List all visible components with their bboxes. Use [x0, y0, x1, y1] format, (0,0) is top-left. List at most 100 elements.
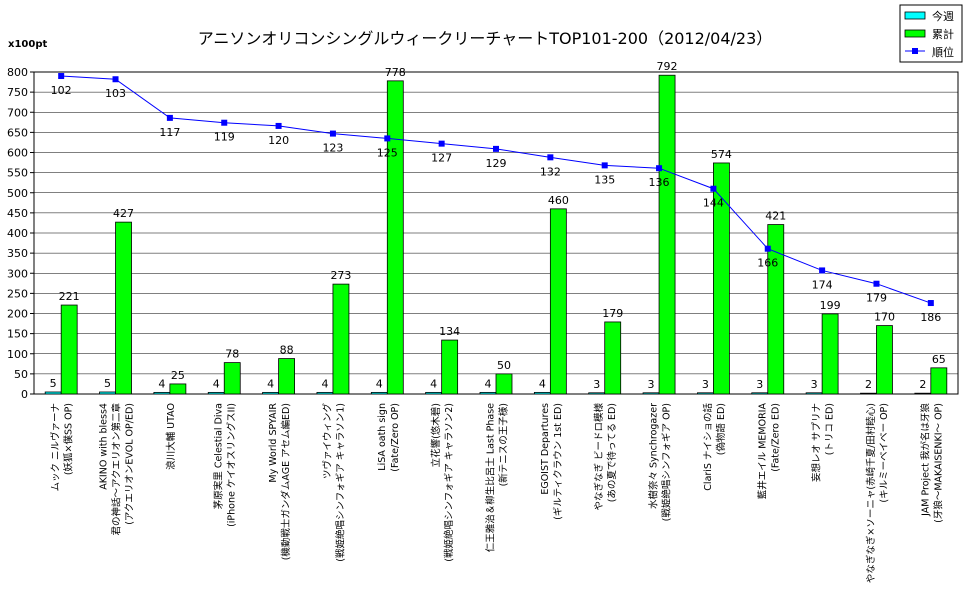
- rank-label: 117: [159, 126, 180, 139]
- x-tick-label: ムック ニルヴァーナ: [50, 403, 62, 492]
- bar-weekly: [860, 392, 877, 395]
- data-label-cumulative: 170: [874, 311, 895, 324]
- bar-cumulative: [549, 208, 567, 395]
- bar-weekly: [316, 391, 334, 395]
- data-label-cumulative: 134: [439, 325, 460, 338]
- bar-weekly: [914, 392, 932, 395]
- x-tick-label: (Fate/Zero OP): [390, 403, 401, 472]
- x-tick-label: (トリコ ED): [825, 403, 836, 455]
- y-tick-label: 250: [7, 287, 28, 300]
- data-label-cumulative: 50: [497, 359, 511, 372]
- y-axis-label: x100pt: [8, 39, 47, 50]
- bar-cumulative: [60, 304, 78, 395]
- x-tick-label: (戦姫絶唱シンフォギア キャラソン2): [443, 403, 455, 562]
- rank-marker: [493, 145, 499, 152]
- rank-marker: [601, 162, 608, 169]
- x-tick-label: (機動戦士ガンダムAGE アセム編ED): [280, 403, 292, 560]
- bar-cumulative: [115, 221, 132, 395]
- bar-cumulative: [604, 321, 622, 395]
- bar-cumulative: [658, 74, 676, 395]
- data-label-cumulative: 25: [171, 369, 185, 382]
- x-tick-label: (あの夏で待ってる ED): [606, 403, 618, 502]
- rank-marker: [710, 185, 717, 192]
- bar-cumulative: [278, 358, 295, 395]
- x-tick-label: EGOIST Departures: [540, 403, 551, 495]
- rank-label: 120: [268, 134, 289, 147]
- legend: 今週 累計 順位: [899, 4, 963, 63]
- bar-weekly: [370, 391, 388, 395]
- data-label-cumulative: 574: [711, 148, 732, 161]
- data-label-weekly: 2: [865, 378, 872, 391]
- bar-weekly: [207, 391, 225, 395]
- bar-cumulative: [821, 313, 839, 395]
- legend-swatch-weekly: [904, 11, 926, 20]
- x-axis-labels: ムック ニルヴァーナ (妖狐×僕SS OP) AKINO with bless4 君の…: [50, 403, 945, 584]
- x-tick-label: 浪川大輔 UTAO: [165, 403, 177, 470]
- rank-label: 123: [322, 142, 343, 155]
- y-tick-label: 550: [7, 167, 28, 180]
- x-tick-label: (戦姫絶唱シンフォギア OP): [661, 403, 673, 521]
- rank-label: 129: [486, 157, 507, 170]
- rank-marker: [764, 245, 771, 252]
- bar-cumulative: [767, 224, 785, 395]
- bar-weekly: [44, 391, 62, 395]
- y-tick-label: 600: [7, 147, 28, 160]
- x-tick-label: 立花響(悠木碧): [430, 403, 442, 467]
- x-tick-label: (iPhone ケイオスリングスII): [226, 403, 238, 527]
- rank-marker: [873, 280, 880, 287]
- x-tick-label: (新テニスの王子様): [498, 403, 510, 486]
- y-tick-label: 650: [7, 126, 28, 139]
- data-label-cumulative: 792: [657, 60, 678, 73]
- rank-marker: [547, 154, 554, 161]
- y-tick-label: 50: [14, 368, 28, 381]
- rank-marker: [927, 300, 934, 307]
- bar-weekly: [642, 392, 660, 395]
- x-tick-label: やなぎなぎ ビードロ模様: [593, 403, 605, 511]
- data-label-weekly: 5: [104, 377, 111, 390]
- rank-marker: [438, 140, 445, 147]
- x-tick-label: (Fate/Zero ED): [770, 403, 781, 472]
- rank-marker: [166, 114, 173, 121]
- x-tick-label: やなぎなぎ×ソーニャ(赤崎千夏/田村睦心): [865, 403, 877, 583]
- rank-label: 136: [649, 176, 670, 189]
- data-label-weekly: 2: [919, 378, 926, 391]
- data-label-cumulative: 427: [113, 207, 134, 220]
- bar-cumulative: [713, 162, 730, 395]
- data-label-weekly: 5: [50, 377, 57, 390]
- bar-cumulative: [441, 339, 459, 395]
- bar-cumulative: [386, 80, 404, 395]
- rank-label: 127: [431, 152, 452, 165]
- data-label-weekly: 4: [376, 377, 383, 390]
- bar-weekly: [425, 391, 443, 395]
- rank-label: 135: [594, 173, 615, 186]
- bar-weekly: [751, 392, 769, 395]
- y-tick-label: 500: [7, 187, 28, 200]
- bar-weekly: [805, 392, 823, 395]
- data-label-weekly: 3: [702, 378, 709, 391]
- x-tick-label: LiSA oath sign: [377, 403, 388, 471]
- y-tick-label: 100: [7, 348, 28, 361]
- rank-label: 103: [105, 87, 126, 100]
- data-label-weekly: 4: [430, 377, 437, 390]
- rank-marker: [221, 119, 228, 126]
- legend-swatch-cumulative: [904, 29, 926, 38]
- rank-label: 102: [51, 84, 72, 97]
- x-tick-label: JAM Project 我が名は牙狼: [919, 403, 931, 517]
- y-tick-label: 200: [7, 308, 28, 321]
- x-tick-label: 君の神話～アクエリオン第二章: [111, 403, 123, 536]
- rank-label: 186: [920, 311, 941, 324]
- data-label-weekly: 4: [539, 377, 546, 390]
- bar-weekly: [533, 391, 551, 395]
- y-tick-label: 750: [7, 86, 28, 99]
- data-label-cumulative: 179: [602, 307, 623, 320]
- y-tick-label: 800: [7, 66, 28, 79]
- data-label-cumulative: 421: [765, 210, 786, 223]
- x-tick-label: 水樹奈々 Synchrogazer: [648, 403, 660, 509]
- legend-label-weekly: 今週: [932, 9, 954, 23]
- data-label-weekly: 3: [593, 378, 600, 391]
- x-tick-label: AKINO with bless4: [99, 403, 110, 490]
- rank-line-series: 102 103 117 119 120 123 125 127 129 132 135 136 144 1…: [51, 73, 941, 324]
- data-label-weekly: 4: [158, 377, 165, 390]
- bar-weekly: [697, 392, 714, 395]
- data-label-cumulative: 778: [385, 66, 406, 79]
